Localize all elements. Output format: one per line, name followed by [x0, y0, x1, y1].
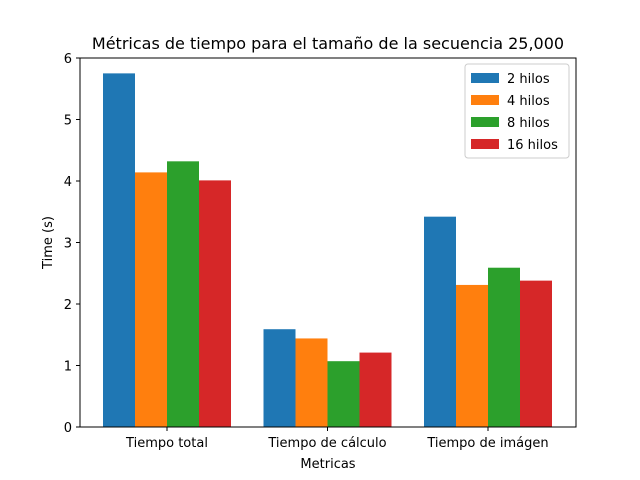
bar-4-1	[199, 180, 231, 427]
x-tick-label: Tiempo de imágen	[426, 436, 548, 451]
legend: 2 hilos 4 hilos 8 hilos 16 hilos	[464, 63, 570, 159]
legend-label: 8 hilos	[507, 116, 550, 131]
y-tick-label: 4	[64, 175, 72, 190]
legend-swatch	[471, 95, 499, 105]
y-tick-label: 1	[64, 360, 72, 375]
y-tick-label: 5	[64, 114, 72, 129]
bar-4-2	[359, 352, 392, 427]
legend-box	[464, 63, 570, 159]
bar-3-3	[488, 267, 520, 427]
bar-2-3	[456, 284, 488, 427]
legend-label: 2 hilos	[507, 72, 550, 87]
bar-3-1	[167, 161, 199, 427]
legend-swatch	[471, 73, 499, 83]
bar-2-1	[135, 172, 167, 427]
bar-1-3	[424, 216, 456, 427]
y-axis: 0 1 2 3 4 5 6	[64, 52, 80, 436]
bar-1-2	[263, 329, 296, 427]
legend-label: 16 hilos	[507, 138, 558, 153]
x-tick-label: Tiempo total	[125, 436, 208, 451]
x-tick-label: Tiempo de cálculo	[267, 436, 386, 451]
y-tick-label: 6	[64, 52, 72, 67]
bar-2-2	[295, 338, 328, 427]
bars	[103, 73, 552, 427]
x-axis-label: Metricas	[300, 457, 355, 472]
y-axis-label: Time (s)	[41, 216, 56, 270]
legend-label: 4 hilos	[507, 94, 550, 109]
legend-swatch	[471, 139, 499, 149]
chart-title: Métricas de tiempo para el tamaño de la …	[92, 34, 564, 53]
y-tick-label: 3	[64, 237, 72, 252]
bar-4-3	[520, 280, 552, 427]
bar-3-2	[327, 361, 360, 427]
bar-1-1	[103, 73, 135, 427]
legend-swatch	[471, 117, 499, 127]
y-tick-label: 2	[64, 298, 72, 313]
x-axis: Tiempo total Tiempo de cálculo Tiempo de i…	[125, 427, 549, 451]
y-tick-label: 0	[64, 421, 72, 436]
